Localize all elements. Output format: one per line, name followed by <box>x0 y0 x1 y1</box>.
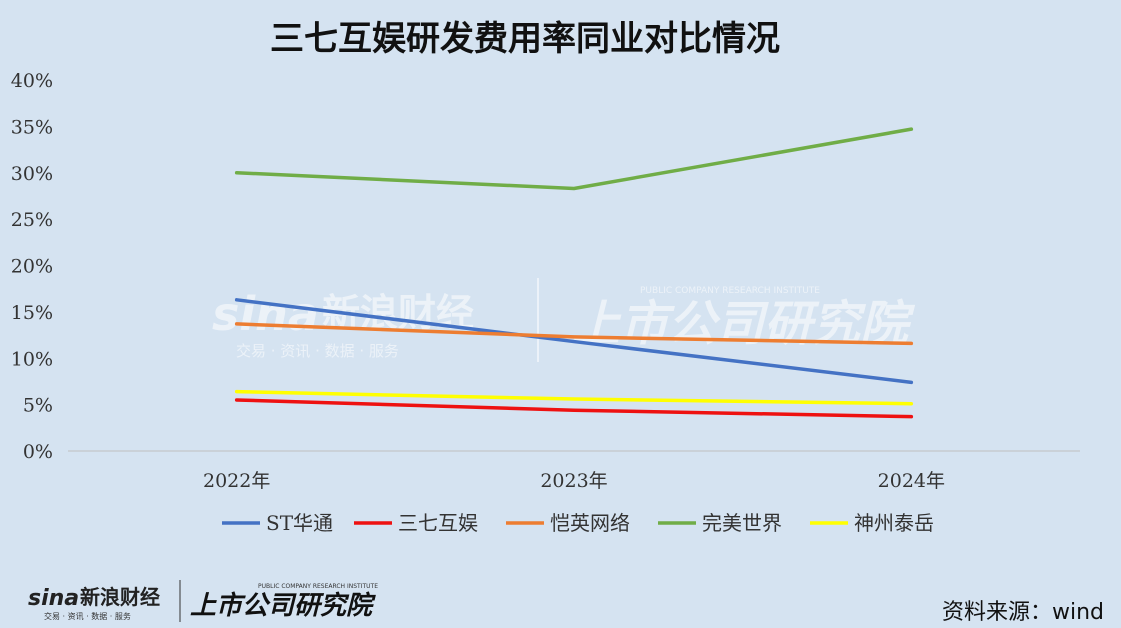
y-tick-label: 15% <box>11 302 53 324</box>
y-tick-label: 40% <box>11 70 53 92</box>
sina-finance-logo: sina 新浪财经 交易 · 资讯 · 数据 · 服务 PUBLIC COMPA… <box>28 580 378 622</box>
legend-label: ST华通 <box>266 511 333 535</box>
series-line-4 <box>234 127 914 191</box>
sina-logo-sub: 交易 · 资讯 · 数据 · 服务 <box>44 611 131 621</box>
y-tick-label: 5% <box>23 395 53 417</box>
series-lines <box>234 127 914 419</box>
series-line-1 <box>234 298 914 385</box>
y-tick-label: 0% <box>23 441 53 463</box>
source-note: 资料来源：wind <box>942 600 1104 625</box>
legend-label: 神州泰岳 <box>854 511 934 535</box>
institute-logo-cn: 上市公司研究院 <box>190 591 376 621</box>
watermark-logo: sina 新浪财经 交易 · 资讯 · 数据 · 服务 PUBLIC COMPA… <box>212 278 916 362</box>
watermark-sina-sub: 交易 · 资讯 · 数据 · 服务 <box>236 342 399 360</box>
legend-label: 完美世界 <box>702 511 782 535</box>
sina-logo-text: sina <box>28 586 79 611</box>
legend-label: 恺英网络 <box>550 511 630 535</box>
institute-logo-en: PUBLIC COMPANY RESEARCH INSTITUTE <box>258 583 378 590</box>
x-tick-label: 2024年 <box>878 470 945 492</box>
y-tick-label: 30% <box>11 163 53 185</box>
y-tick-label: 25% <box>11 209 53 231</box>
series-line-5 <box>234 389 914 406</box>
watermark-sina-text: sina <box>212 287 319 341</box>
legend-label: 三七互娱 <box>398 511 478 535</box>
x-tick-label: 2022年 <box>203 470 270 492</box>
series-line-3 <box>234 322 914 346</box>
y-tick-label: 35% <box>11 116 53 138</box>
y-tick-label: 20% <box>11 256 53 278</box>
x-tick-label: 2023年 <box>540 470 607 492</box>
y-axis: 0% 5% 10% 15% 20% 25% 30% 35% 40% <box>11 70 53 463</box>
watermark-inst-sub: PUBLIC COMPANY RESEARCH INSTITUTE <box>640 286 820 296</box>
legend: ST华通 三七互娱 恺英网络 完美世界 神州泰岳 <box>222 511 934 535</box>
chart-title: 三七互娱研发费用率同业对比情况 <box>270 19 780 59</box>
series-line-2 <box>234 398 914 419</box>
y-tick-label: 10% <box>11 348 53 370</box>
x-axis: 2022年 2023年 2024年 <box>203 470 945 492</box>
sina-logo-cn: 新浪财经 <box>80 585 160 609</box>
